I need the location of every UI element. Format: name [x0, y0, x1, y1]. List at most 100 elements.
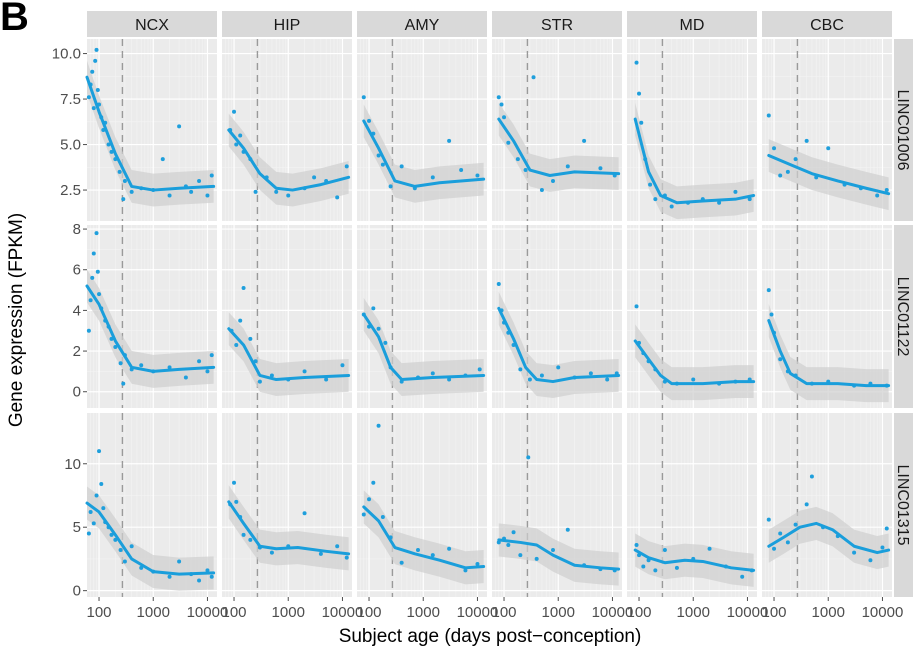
- data-point: [335, 544, 340, 549]
- data-point: [269, 373, 274, 378]
- data-point: [565, 164, 570, 169]
- data-point: [598, 166, 603, 171]
- data-point: [475, 173, 480, 178]
- data-point: [95, 87, 100, 92]
- row-strip-0: [894, 39, 913, 221]
- data-point: [302, 369, 307, 374]
- x-tick-label: 10000: [862, 604, 904, 621]
- data-point: [109, 532, 114, 537]
- data-point: [388, 184, 393, 189]
- data-point: [129, 189, 134, 194]
- column-label-ncx: NCX: [135, 17, 169, 34]
- data-point: [565, 527, 570, 532]
- data-point: [459, 168, 464, 173]
- data-point: [91, 106, 96, 111]
- data-point: [86, 328, 91, 333]
- x-tick-label: 1000: [407, 604, 440, 621]
- data-point: [344, 164, 349, 169]
- data-point: [809, 474, 814, 479]
- data-point: [884, 188, 889, 193]
- x-tick-label: 100: [492, 604, 517, 621]
- y-tick-label: 10: [64, 456, 81, 473]
- row-strip-2: [894, 413, 913, 597]
- y-tick-label: 0: [73, 384, 81, 401]
- data-point: [121, 381, 126, 386]
- data-point: [94, 493, 99, 498]
- data-point: [415, 548, 420, 553]
- y-axis-title: Gene expression (FPKM): [6, 213, 27, 427]
- row-label-1: LINC01122: [894, 277, 911, 357]
- data-point: [167, 193, 172, 198]
- data-point: [531, 75, 536, 80]
- data-point: [785, 540, 790, 545]
- data-point: [234, 342, 239, 347]
- data-point: [523, 168, 528, 173]
- data-point: [499, 102, 504, 107]
- data-point: [793, 522, 798, 527]
- data-point: [502, 115, 507, 120]
- data-point: [122, 559, 127, 564]
- data-point: [238, 318, 243, 323]
- data-point: [639, 120, 644, 125]
- data-point: [86, 95, 91, 100]
- data-point: [97, 292, 102, 297]
- data-point: [118, 361, 123, 366]
- confidence-band: [87, 486, 214, 591]
- column-label-str: STR: [541, 17, 573, 34]
- data-point: [804, 138, 809, 143]
- x-tick-label: 100: [627, 604, 652, 621]
- data-point: [634, 60, 639, 65]
- data-point: [766, 517, 771, 522]
- data-point: [109, 149, 114, 154]
- data-point: [129, 544, 134, 549]
- data-point: [101, 506, 106, 511]
- column-label-hip: HIP: [274, 17, 301, 34]
- data-point: [312, 175, 317, 180]
- panel-background: [762, 413, 892, 597]
- data-point: [804, 502, 809, 507]
- data-point: [496, 95, 501, 100]
- smooth-fit-line: [633, 548, 756, 572]
- data-point: [376, 423, 381, 428]
- data-point: [477, 367, 482, 372]
- column-strip-md: [627, 11, 757, 37]
- data-point: [475, 562, 480, 567]
- data-point: [772, 546, 777, 551]
- data-point: [94, 47, 99, 52]
- data-point: [361, 512, 366, 517]
- data-point: [209, 574, 214, 579]
- data-point: [527, 377, 532, 382]
- data-point: [335, 195, 340, 200]
- data-point: [122, 178, 127, 183]
- data-point: [340, 363, 345, 368]
- smooth-fit-line: [497, 538, 621, 571]
- data-point: [383, 340, 388, 345]
- data-point: [496, 281, 501, 286]
- column-strip-ncx: [87, 11, 217, 37]
- data-point: [88, 298, 93, 303]
- data-point: [253, 189, 258, 194]
- data-point: [248, 336, 253, 341]
- data-point: [205, 369, 210, 374]
- data-point: [97, 449, 102, 454]
- x-tick-label: 1000: [677, 604, 710, 621]
- data-point: [380, 515, 385, 520]
- data-point: [324, 377, 329, 382]
- x-tick-label: 10000: [727, 604, 769, 621]
- figure-panel-letter: B: [0, 0, 29, 39]
- data-point: [183, 375, 188, 380]
- data-point: [167, 365, 172, 370]
- x-tick-label: 10000: [322, 604, 364, 621]
- x-tick-label: 10000: [457, 604, 499, 621]
- data-point: [269, 550, 274, 555]
- data-point: [550, 548, 555, 553]
- column-label-amy: AMY: [405, 17, 440, 34]
- x-axis-title: Subject age (days post−conception): [339, 626, 642, 647]
- data-point: [286, 193, 291, 198]
- data-point: [376, 153, 381, 158]
- data-point: [674, 565, 679, 570]
- y-tick-label: 8: [73, 221, 81, 238]
- data-point: [653, 197, 658, 202]
- smooth-fit-line: [362, 312, 486, 382]
- data-point: [209, 173, 214, 178]
